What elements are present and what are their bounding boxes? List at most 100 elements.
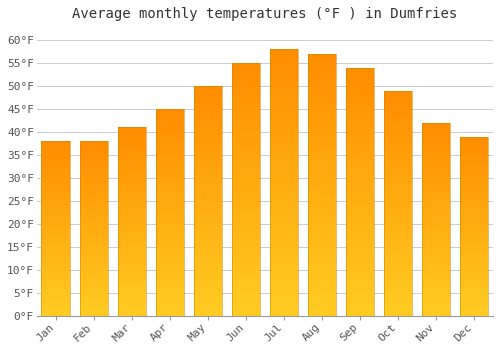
Bar [80,218,108,219]
Bar [346,258,374,259]
Bar [194,129,222,130]
Bar [270,207,298,208]
Bar [156,229,184,230]
Bar [270,184,298,186]
Bar [308,64,336,66]
Bar [384,219,412,220]
Bar [232,153,260,154]
Bar [194,135,222,137]
Bar [308,235,336,236]
Bar [118,169,146,170]
Bar [460,237,488,238]
Bar [118,186,146,187]
Bar [422,222,450,223]
Bar [42,288,70,289]
Bar [308,220,336,222]
Bar [384,254,412,255]
Bar [346,124,374,125]
Bar [308,303,336,304]
Bar [42,141,70,142]
Bar [308,103,336,104]
Bar [232,293,260,295]
Bar [346,107,374,108]
Bar [232,95,260,96]
Bar [270,181,298,183]
Bar [346,302,374,304]
Bar [80,165,108,166]
Bar [346,173,374,175]
Bar [422,194,450,195]
Bar [384,286,412,287]
Bar [460,195,488,196]
Bar [194,250,222,251]
Bar [42,236,70,237]
Bar [270,131,298,132]
Bar [194,91,222,92]
Bar [346,209,374,211]
Bar [460,286,488,287]
Bar [346,119,374,120]
Bar [118,205,146,206]
Bar [232,154,260,155]
Bar [232,239,260,240]
Bar [422,178,450,179]
Bar [460,244,488,245]
Bar [42,253,70,254]
Bar [346,298,374,299]
Bar [346,268,374,269]
Bar [346,212,374,213]
Bar [346,294,374,295]
Bar [384,152,412,153]
Bar [80,141,108,316]
Bar [42,256,70,257]
Bar [270,101,298,103]
Bar [118,132,146,133]
Bar [270,209,298,211]
Bar [194,302,222,303]
Bar [232,188,260,190]
Bar [270,49,298,51]
Bar [194,262,222,263]
Bar [422,292,450,293]
Bar [194,158,222,159]
Bar [156,273,184,274]
Bar [118,296,146,297]
Bar [118,165,146,166]
Bar [346,88,374,89]
Bar [460,227,488,228]
Bar [156,262,184,263]
Bar [194,288,222,290]
Bar [118,229,146,230]
Bar [232,131,260,133]
Bar [422,252,450,253]
Bar [156,300,184,301]
Bar [80,258,108,259]
Bar [270,271,298,272]
Bar [460,148,488,149]
Bar [384,167,412,168]
Bar [232,83,260,85]
Bar [308,146,336,147]
Bar [156,109,184,110]
Bar [194,300,222,301]
Bar [194,201,222,202]
Bar [232,130,260,131]
Bar [346,188,374,189]
Bar [346,175,374,176]
Bar [422,224,450,225]
Bar [80,161,108,162]
Bar [422,225,450,226]
Bar [156,136,184,137]
Bar [156,117,184,118]
Bar [42,291,70,292]
Bar [42,221,70,222]
Bar [422,212,450,213]
Bar [308,270,336,272]
Bar [232,105,260,106]
Bar [270,236,298,237]
Bar [232,108,260,110]
Bar [232,238,260,239]
Bar [156,139,184,140]
Bar [80,247,108,248]
Bar [42,167,70,168]
